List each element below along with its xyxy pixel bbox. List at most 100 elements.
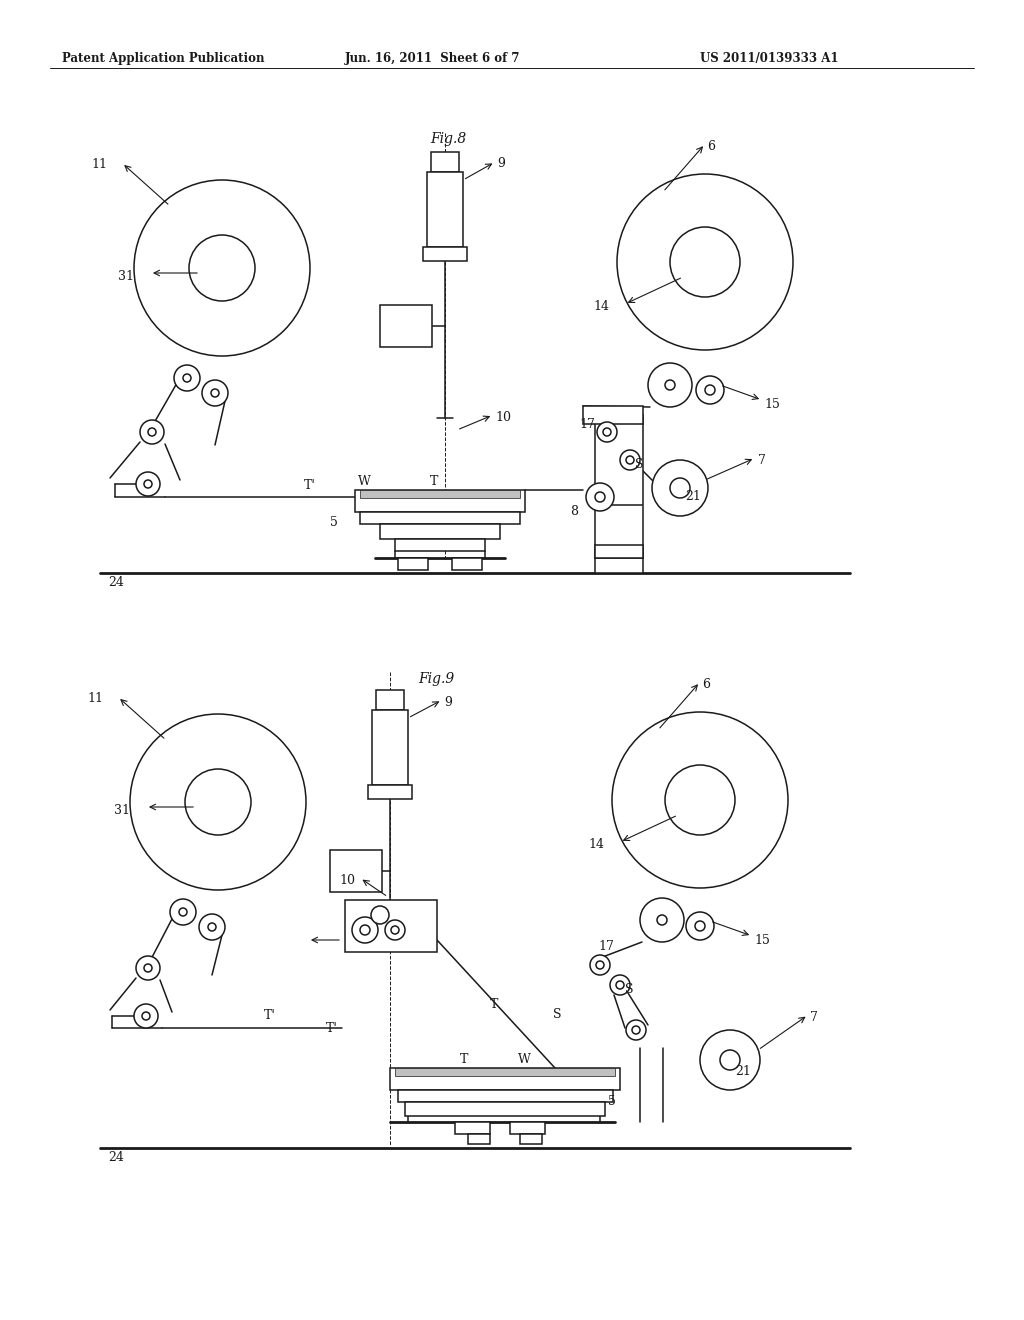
Circle shape: [665, 766, 735, 836]
Text: 17: 17: [580, 418, 595, 432]
Text: T': T': [304, 479, 316, 492]
Text: 7: 7: [758, 454, 766, 467]
Bar: [423, 247, 467, 261]
Circle shape: [134, 1005, 158, 1028]
Circle shape: [617, 174, 793, 350]
Bar: [595, 558, 643, 573]
Text: S: S: [635, 458, 643, 471]
Bar: [455, 1122, 490, 1134]
Text: Patent Application Publication: Patent Application Publication: [62, 51, 264, 65]
Text: 9: 9: [444, 696, 452, 709]
Bar: [406, 1102, 605, 1115]
Text: 14: 14: [588, 838, 604, 851]
Circle shape: [700, 1030, 760, 1090]
Text: 21: 21: [685, 490, 700, 503]
Text: 24: 24: [108, 1151, 124, 1164]
Bar: [395, 539, 485, 550]
Text: 5: 5: [608, 1096, 615, 1107]
Circle shape: [189, 235, 255, 301]
Text: 24: 24: [108, 576, 124, 589]
Text: W: W: [358, 475, 371, 488]
Text: Fig.8: Fig.8: [430, 132, 466, 147]
Circle shape: [352, 917, 378, 942]
Circle shape: [371, 906, 389, 924]
Circle shape: [140, 420, 164, 444]
Bar: [368, 785, 412, 799]
Bar: [360, 512, 520, 524]
Circle shape: [590, 954, 610, 975]
Text: T: T: [490, 998, 499, 1011]
Text: 17: 17: [598, 940, 613, 953]
Circle shape: [597, 422, 617, 442]
Text: Jun. 16, 2011  Sheet 6 of 7: Jun. 16, 2011 Sheet 6 of 7: [345, 51, 520, 65]
Text: T': T': [264, 1008, 275, 1022]
Text: 11: 11: [87, 692, 103, 705]
Text: 6: 6: [702, 678, 710, 690]
Text: 5: 5: [330, 516, 338, 529]
Circle shape: [652, 459, 708, 516]
Text: S: S: [554, 1008, 562, 1020]
Circle shape: [626, 1020, 646, 1040]
Text: 15: 15: [754, 935, 770, 946]
Bar: [372, 710, 408, 785]
Circle shape: [696, 376, 724, 404]
Circle shape: [686, 912, 714, 940]
Bar: [355, 490, 525, 512]
Circle shape: [199, 913, 225, 940]
Bar: [345, 900, 437, 952]
Bar: [452, 558, 482, 570]
Text: 8: 8: [570, 506, 578, 517]
Circle shape: [612, 711, 788, 888]
Bar: [583, 407, 643, 424]
Circle shape: [610, 975, 630, 995]
Bar: [376, 690, 404, 710]
Text: W: W: [518, 1053, 530, 1067]
Bar: [380, 524, 500, 539]
Circle shape: [620, 450, 640, 470]
Text: T: T: [460, 1053, 468, 1067]
Circle shape: [136, 473, 160, 496]
Bar: [360, 490, 520, 498]
Circle shape: [586, 483, 614, 511]
Bar: [427, 172, 463, 247]
Text: 15: 15: [764, 399, 780, 411]
Circle shape: [174, 366, 200, 391]
Circle shape: [640, 898, 684, 942]
Bar: [595, 545, 643, 558]
Circle shape: [202, 380, 228, 407]
Text: T': T': [326, 1022, 338, 1035]
Circle shape: [134, 180, 310, 356]
Circle shape: [185, 770, 251, 836]
Bar: [510, 1122, 545, 1134]
Text: 6: 6: [707, 140, 715, 153]
Circle shape: [648, 363, 692, 407]
Circle shape: [130, 714, 306, 890]
Circle shape: [670, 227, 740, 297]
Text: Fig.9: Fig.9: [418, 672, 455, 686]
Text: 7: 7: [810, 1011, 818, 1024]
Text: US 2011/0139333 A1: US 2011/0139333 A1: [700, 51, 839, 65]
Text: 10: 10: [339, 874, 355, 887]
Text: 31: 31: [118, 271, 134, 282]
Text: 14: 14: [593, 300, 609, 313]
Circle shape: [136, 956, 160, 979]
Bar: [380, 305, 432, 347]
Bar: [398, 558, 428, 570]
Text: 21: 21: [735, 1065, 751, 1078]
Bar: [595, 414, 643, 506]
Bar: [395, 1068, 615, 1076]
Bar: [330, 850, 382, 892]
Text: S: S: [625, 983, 634, 997]
Text: 11: 11: [91, 158, 106, 172]
Text: 10: 10: [495, 411, 511, 424]
Bar: [431, 152, 459, 172]
Text: 31: 31: [114, 804, 130, 817]
Bar: [390, 1068, 620, 1090]
Bar: [468, 1134, 490, 1144]
Bar: [398, 1090, 613, 1102]
Bar: [520, 1134, 542, 1144]
Text: 9: 9: [497, 157, 505, 170]
Circle shape: [385, 920, 406, 940]
Circle shape: [170, 899, 196, 925]
Text: T: T: [430, 475, 438, 488]
